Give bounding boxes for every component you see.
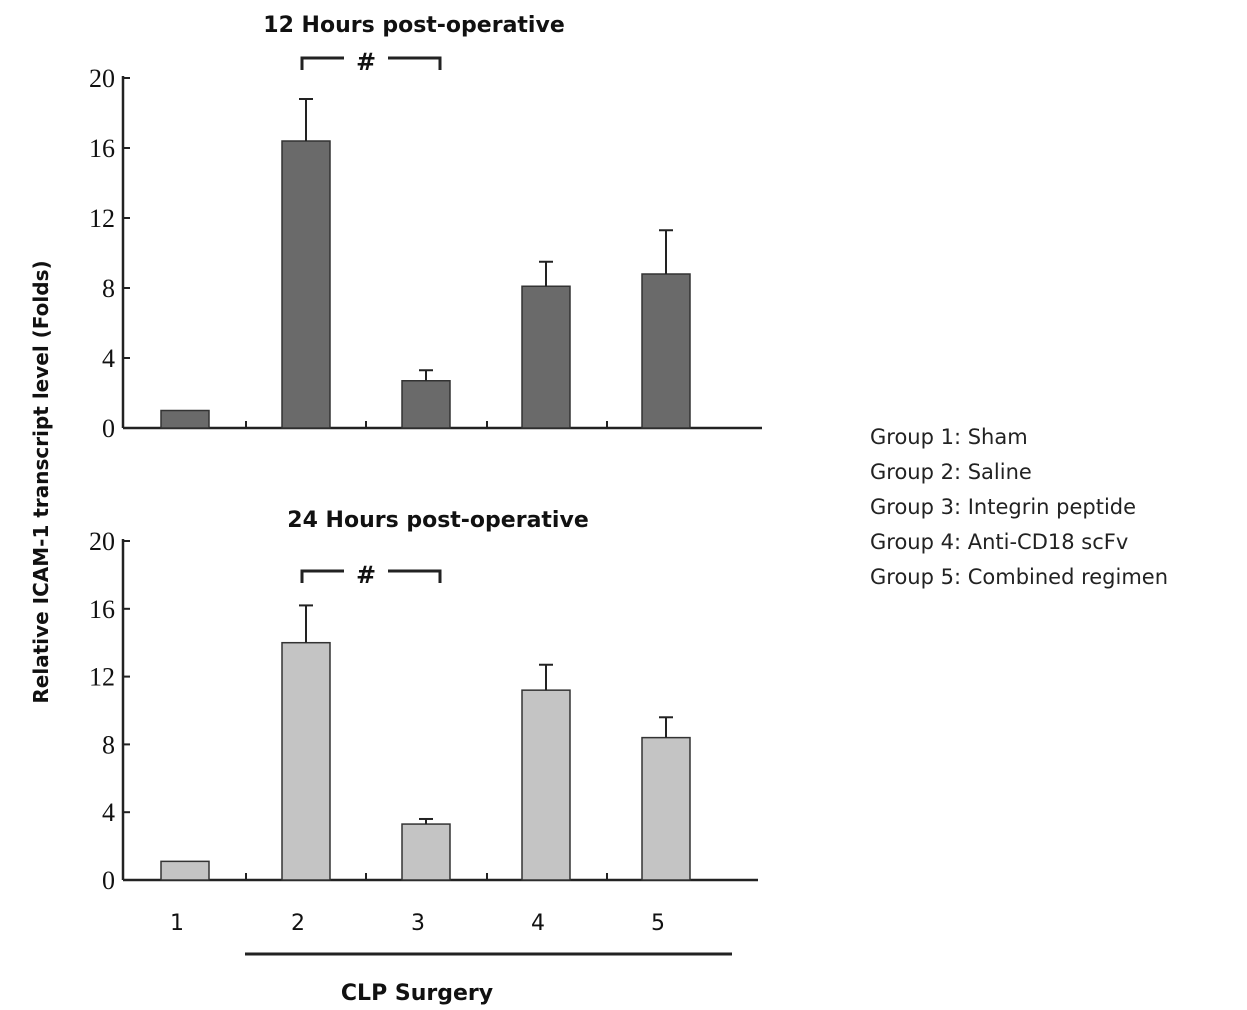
category-label-2: 2 xyxy=(291,911,305,936)
significance-bracket-right xyxy=(388,571,440,583)
significance-bracket-left xyxy=(302,58,344,70)
category-label-3: 3 xyxy=(411,911,425,936)
y-tick-label: 0 xyxy=(102,414,115,443)
bar-group-2 xyxy=(282,643,330,880)
bar-group-2 xyxy=(282,141,330,428)
y-tick-label: 16 xyxy=(89,595,115,624)
bar-group-4 xyxy=(522,286,570,428)
y-tick-label: 16 xyxy=(89,134,115,163)
category-labels: 1 2 3 4 5 xyxy=(170,911,665,936)
legend-item-group-1: Group 1: Sham xyxy=(870,420,1168,455)
y-axis-label: Relative ICAM-1 transcript level (Folds) xyxy=(29,260,53,703)
significance-bracket-right xyxy=(388,58,440,70)
bar-group-5 xyxy=(642,738,690,880)
panel-title: 24 Hours post-operative xyxy=(287,508,588,533)
y-tick-label: 8 xyxy=(102,730,115,759)
bar-group-5 xyxy=(642,274,690,428)
legend-item-group-5: Group 5: Combined regimen xyxy=(870,560,1168,595)
panel-12h: 12 Hours post-operative 0 4 8 12 16 20 # xyxy=(89,13,762,443)
legend: Group 1: Sham Group 2: Saline Group 3: I… xyxy=(870,420,1168,595)
legend-item-group-4: Group 4: Anti-CD18 scFv xyxy=(870,525,1168,560)
y-tick-label: 8 xyxy=(102,274,115,303)
legend-item-group-3: Group 3: Integrin peptide xyxy=(870,490,1168,525)
category-label-1: 1 xyxy=(170,911,184,936)
bar-group-1 xyxy=(161,411,209,429)
bar-group-1 xyxy=(161,861,209,880)
y-tick-label: 20 xyxy=(89,527,115,556)
y-tick-label: 12 xyxy=(89,204,115,233)
bar-group-3 xyxy=(402,381,450,428)
y-tick-label: 4 xyxy=(102,344,115,373)
panel-title: 12 Hours post-operative xyxy=(263,13,564,38)
significance-marker: # xyxy=(356,48,376,76)
bar-group-3 xyxy=(402,824,450,880)
bar-group-4 xyxy=(522,690,570,880)
category-label-5: 5 xyxy=(651,911,665,936)
legend-item-group-2: Group 2: Saline xyxy=(870,455,1168,490)
significance-bracket-left xyxy=(302,571,344,583)
clp-surgery-label: CLP Surgery xyxy=(341,981,493,1006)
y-tick-label: 20 xyxy=(89,64,115,93)
category-label-4: 4 xyxy=(531,911,545,936)
panel-24h: 24 Hours post-operative 0 4 8 12 16 20 # xyxy=(89,508,758,895)
y-tick-label: 4 xyxy=(102,798,115,827)
y-tick-label: 12 xyxy=(89,663,115,692)
y-tick-label: 0 xyxy=(102,866,115,895)
significance-marker: # xyxy=(356,561,376,589)
